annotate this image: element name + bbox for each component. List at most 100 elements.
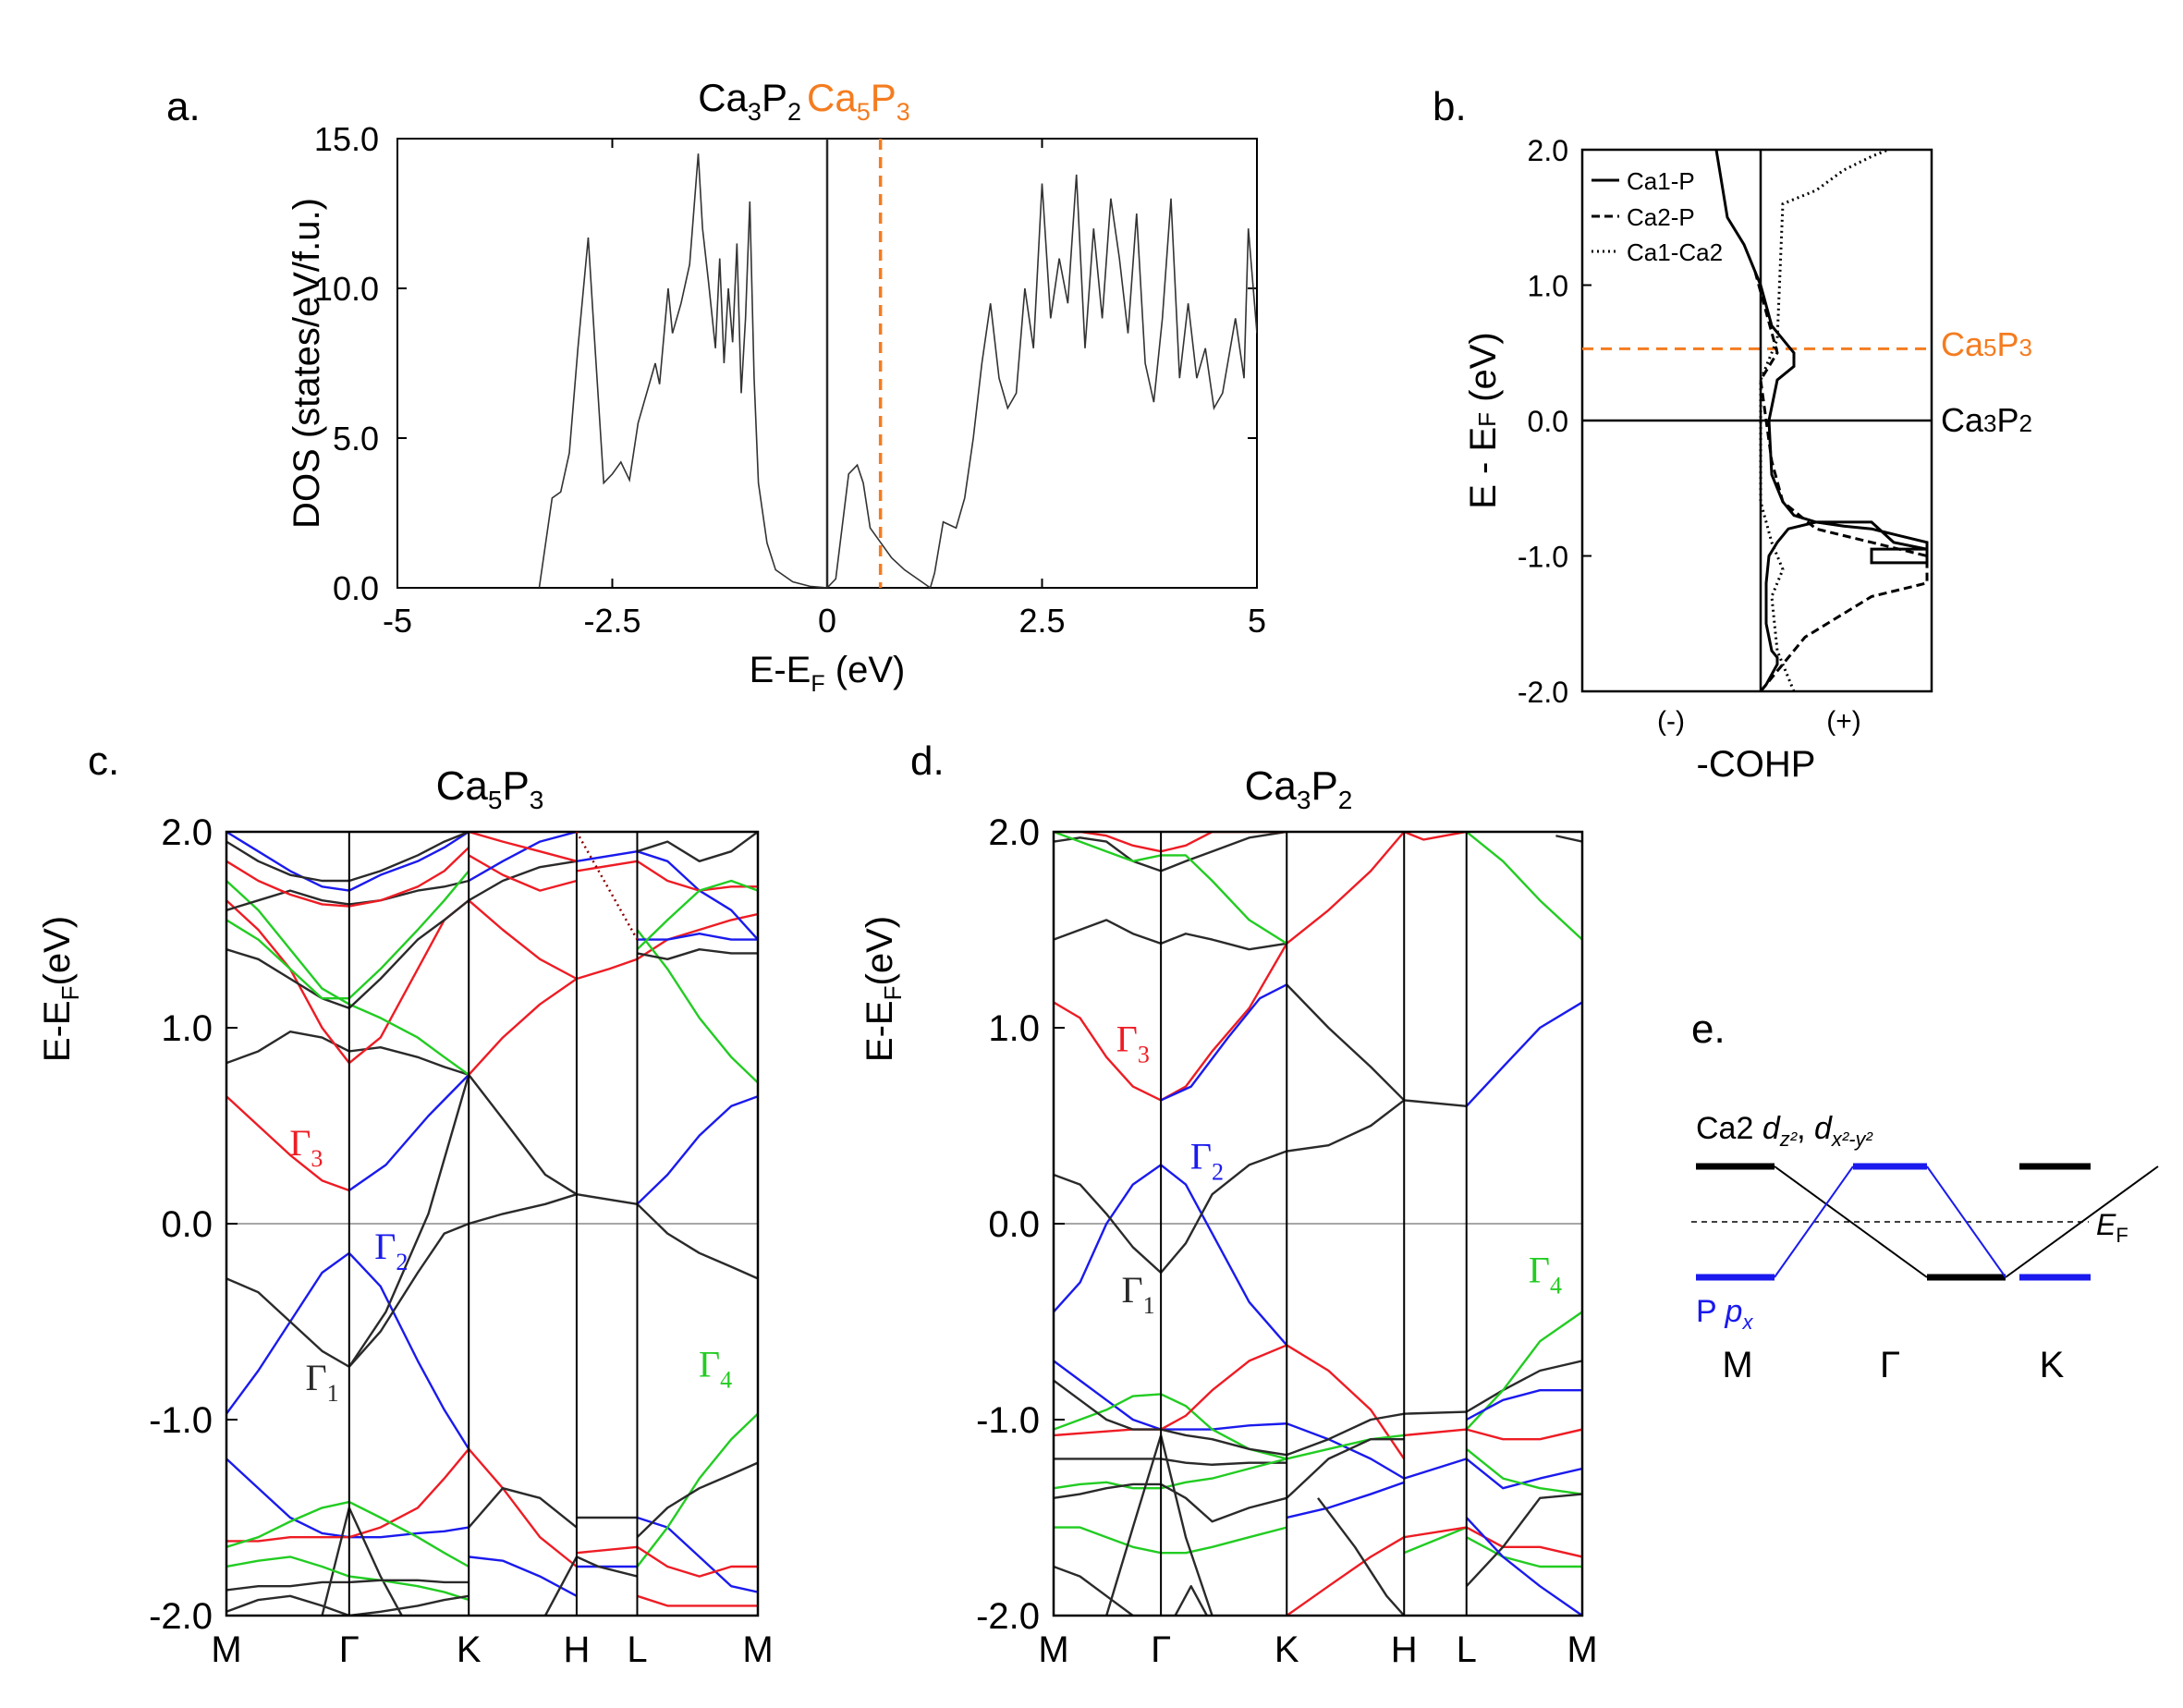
bands-c-band (468, 1193, 578, 1226)
cohp-ytick-label: -1.0 (1518, 541, 1568, 574)
bands-c-kpoint-label: M (742, 1629, 773, 1670)
bands-c-band (543, 1556, 638, 1616)
bands-d-kpoint-label: K (1274, 1629, 1299, 1670)
bands-d-band (1466, 1360, 1582, 1413)
bands-c-kpoint-label: K (457, 1629, 482, 1670)
bands-c-band (636, 1545, 758, 1578)
bands-d-band (1404, 1099, 1467, 1107)
bands-d-gamma-label: Γ2 (1190, 1136, 1224, 1186)
bands-c-band (636, 1461, 758, 1539)
cohp-line-label-ca3p2: Ca3P2 (1941, 401, 2032, 439)
bands-d-band (1160, 983, 1287, 1102)
cohp-legend: Ca1-P Ca2-P Ca1-Ca2 (1592, 167, 1723, 266)
bands-d-band (1403, 1458, 1468, 1480)
cohp-line-label-ca5p3: Ca5P3 (1941, 325, 2032, 363)
bands-d-band (1286, 1412, 1405, 1457)
bands-d-band (1054, 1164, 1288, 1347)
bands-d-band (1105, 1434, 1213, 1616)
bands-d-band (1054, 1344, 1287, 1437)
bands-d-ytick-label: 1.0 (988, 1008, 1040, 1049)
bands-c-title: Ca5P3 (436, 763, 544, 814)
bands-c-band (636, 879, 758, 951)
bands-d-band (1174, 1584, 1208, 1616)
dos-xtick-label: -5 (383, 602, 412, 640)
cohp-xtick-positive: (+) (1826, 706, 1861, 737)
dos-title-ca5p3: Ca5P3 (807, 76, 910, 126)
bands-c-band (226, 1222, 470, 1368)
panel-label-e: e. (1691, 1006, 1726, 1052)
bands-c-ylabel: E-EF(eV) (37, 916, 84, 1062)
bands-c-kpoint-label: L (627, 1629, 647, 1670)
bands-d-band (1054, 1360, 1287, 1431)
bands-c-band (348, 1074, 470, 1368)
bands-c-band (226, 899, 470, 1065)
bands-d-band (1466, 1536, 1582, 1568)
bands-d-band (1054, 919, 1287, 951)
dos-xtick-label: 5 (1248, 602, 1266, 640)
bands-d-ytick-label: 0.0 (988, 1204, 1040, 1245)
bands-c-band (468, 860, 578, 902)
dos-ytick-label: 15.0 (314, 120, 379, 158)
bands-c-ytick-label: -1.0 (149, 1400, 213, 1441)
bands-d-band (1466, 1526, 1582, 1558)
panel-b: b. -2.0 -1.0 0.0 1.0 2.0 Ca1-P Ca2-P Ca1-Ca2… (1433, 84, 2032, 785)
bands-c-band (637, 1594, 758, 1607)
dos-ylabel: DOS (states/eV/f.u.) (287, 198, 327, 529)
dos-curves (538, 139, 1257, 588)
schematic-cross-2b (1926, 1165, 2006, 1278)
bands-c-band (226, 1594, 470, 1616)
legend-label-ca2-p: Ca2-P (1627, 203, 1695, 231)
bands-d-band (1404, 1410, 1467, 1415)
bands-c-band (226, 1095, 350, 1192)
bands-c-band (226, 1458, 470, 1539)
schematic-top-label: Ca2 dz², dx²-y² (1696, 1111, 1873, 1151)
bands-c-ytick-label: 0.0 (161, 1204, 213, 1245)
bands-c-band (637, 1516, 758, 1593)
bands-c-band (636, 929, 758, 1084)
dos-title: Ca3P2 Ca5P3 (698, 76, 910, 126)
panel-c: c. Ca5P3 M Γ K H L M-2.0-1.00.01.02.0Γ3Γ2Γ1Γ4… (37, 738, 774, 1670)
bands-d-band (1466, 1428, 1582, 1441)
schematic-cross-1a (1774, 1165, 1928, 1278)
bands-c-ytick-label: 2.0 (161, 812, 213, 853)
panel-e: e. Ca2 dz², dx²-y² EF P px M Γ K (1691, 1006, 2159, 1385)
bands-c-band (468, 899, 578, 981)
schematic-k-M: M (1722, 1345, 1752, 1385)
schematic-cross-1b (1774, 1165, 1854, 1278)
bands-d-band (1054, 1565, 1134, 1616)
schematic-k-gamma: Γ (1880, 1345, 1900, 1385)
schematic-bands (1696, 1163, 2159, 1281)
bands-d-band (1054, 943, 1288, 1102)
bands-d-gamma-label: Γ1 (1121, 1269, 1154, 1319)
cohp-ytick-label: 1.0 (1528, 270, 1568, 303)
bands-d-band (1403, 1526, 1468, 1555)
dos-title-ca3p2: Ca3P2 (698, 76, 801, 126)
bands-c-band (469, 1556, 578, 1597)
bands-d-band (1286, 1437, 1405, 1499)
dos-ytick-label: 10.0 (314, 270, 379, 308)
bands-d-gamma-label: Γ4 (1529, 1250, 1562, 1299)
bands-d-title: Ca3P2 (1245, 763, 1353, 814)
bands-d-band (1404, 1428, 1467, 1437)
bands-c-band (636, 1095, 758, 1205)
bands-d-band (1465, 1493, 1582, 1588)
cohp-ylabel: E - EF (eV) (1463, 332, 1504, 508)
bands-c-gamma-label: Γ2 (374, 1226, 408, 1275)
legend-label-ca1-p: Ca1-P (1627, 167, 1695, 195)
bands-d-gamma-label: Γ3 (1116, 1018, 1150, 1068)
panel-label-b: b. (1433, 84, 1467, 129)
bands-c-band (226, 1556, 470, 1602)
bands-c-band (348, 1074, 470, 1191)
bands-d-band (1466, 1388, 1582, 1421)
dos-ticks: -5 -2.5 0 2.5 5 0.0 5.0 10.0 15.0 (314, 120, 1266, 640)
panel-a: a. Ca3P2 Ca5P3 -5 -2.5 0 2.5 50.05.010.015.0 … (166, 76, 1266, 697)
panel-label-a: a. (166, 84, 201, 129)
bands-d-band (1054, 832, 1287, 853)
bands-d-band (1465, 1517, 1582, 1616)
bands-d-band (1054, 1482, 1287, 1523)
schematic-ef-label: EF (2096, 1208, 2128, 1247)
bands-c-kpoint-label: Γ (339, 1629, 360, 1670)
bands-d-band (1555, 835, 1582, 843)
